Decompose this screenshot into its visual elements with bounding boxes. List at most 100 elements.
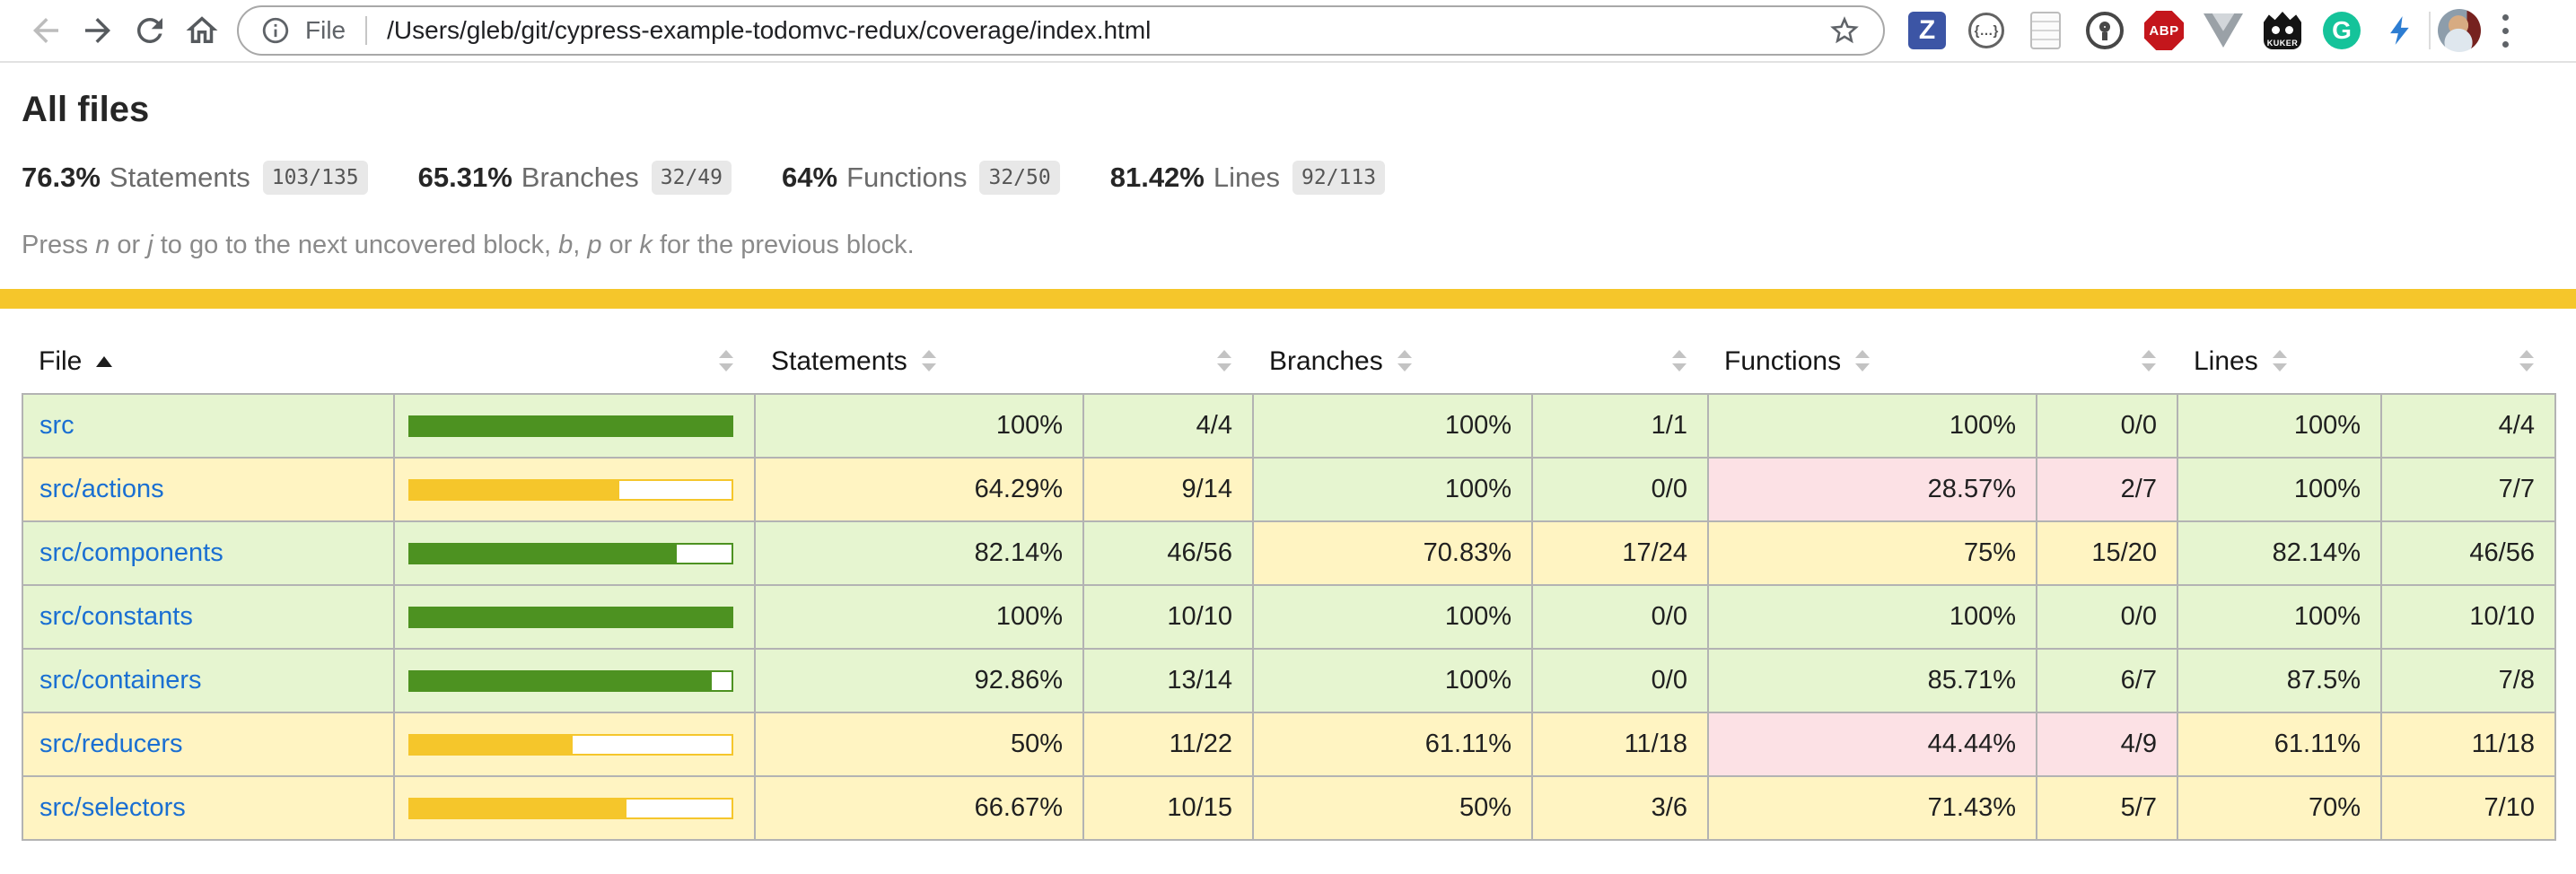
- column-header-file[interactable]: File: [22, 337, 394, 394]
- lines-raw-cell: 11/18: [2380, 712, 2556, 777]
- json-viewer-extension-icon[interactable]: {…}: [1966, 10, 2007, 51]
- statements-raw-cell: 9/14: [1082, 457, 1254, 522]
- functions-raw-cell: 4/9: [2036, 712, 2178, 777]
- coverage-bar: [408, 669, 733, 692]
- file-link[interactable]: src/containers: [39, 666, 202, 695]
- lines-percent-cell: 100%: [2177, 393, 2382, 459]
- column-label: Branches: [1269, 346, 1383, 376]
- lines-percent-cell: 100%: [2177, 457, 2382, 522]
- notes-extension-icon[interactable]: [2025, 10, 2066, 51]
- zotero-extension-icon[interactable]: Z: [1906, 10, 1948, 51]
- sorter-icon[interactable]: [2519, 350, 2534, 371]
- coverage-bar: [408, 733, 733, 756]
- coverage-report-page: All files 76.3% Statements 103/135 65.31% Br…: [0, 63, 2576, 841]
- metric-percent: 65.31%: [417, 162, 513, 193]
- address-bar[interactable]: File /Users/gleb/git/cypress-example-tod…: [237, 5, 1885, 56]
- metric-label: Lines: [1213, 162, 1280, 193]
- profile-avatar[interactable]: [2438, 9, 2481, 52]
- file-link[interactable]: src/actions: [39, 475, 164, 503]
- info-icon[interactable]: [260, 15, 291, 46]
- column-header-lines-raw[interactable]: [2381, 337, 2555, 394]
- column-header-branches-raw[interactable]: [1532, 337, 1708, 394]
- coverage-bar-empty: [710, 669, 733, 692]
- sorter-icon[interactable]: [1855, 350, 1871, 371]
- metric-label: Statements: [109, 162, 250, 193]
- coverage-bar-empty: [617, 478, 733, 501]
- column-header-functions[interactable]: Functions: [1708, 337, 2037, 394]
- adblock-plus-extension-icon[interactable]: ABP: [2143, 10, 2185, 51]
- page-title: All files: [22, 90, 150, 129]
- sorter-icon[interactable]: [719, 350, 733, 371]
- onepassword-extension-icon[interactable]: [2084, 10, 2125, 51]
- file-link[interactable]: src: [39, 411, 74, 440]
- functions-raw-cell: 6/7: [2036, 648, 2178, 713]
- functions-percent-cell: 100%: [1707, 393, 2037, 459]
- column-header-statements-raw[interactable]: [1083, 337, 1253, 394]
- forward-icon[interactable]: [72, 4, 124, 57]
- branches-raw-cell: 17/24: [1531, 520, 1709, 586]
- functions-raw-cell: 15/20: [2036, 520, 2178, 586]
- metric-summary: 64% Functions 32/50: [782, 161, 1060, 195]
- hint-key: n: [95, 231, 110, 259]
- metric-percent: 81.42%: [1109, 162, 1205, 193]
- sorter-icon[interactable]: [2142, 350, 2156, 371]
- sorter-icon[interactable]: [1397, 350, 1412, 371]
- functions-percent-cell: 75%: [1707, 520, 2037, 586]
- grammarly-letter: G: [2323, 12, 2361, 49]
- table-row: src/reducers 50% 11/22 61.11% 11/18 44.44% 4/9…: [22, 712, 2556, 777]
- menu-dot: [2502, 40, 2509, 48]
- file-link[interactable]: src/components: [39, 538, 223, 567]
- branches-percent-cell: 100%: [1252, 457, 1533, 522]
- file-cell: src/containers: [22, 648, 395, 713]
- sorter-icon[interactable]: [2272, 350, 2287, 371]
- lines-percent-cell: 61.11%: [2177, 712, 2382, 777]
- hint-key: k: [639, 231, 653, 259]
- lightning-extension-icon[interactable]: [2380, 10, 2422, 51]
- coverage-bar-empty: [571, 733, 733, 756]
- column-header-lines[interactable]: Lines: [2177, 337, 2381, 394]
- reload-icon[interactable]: [124, 4, 176, 57]
- file-link[interactable]: src/constants: [39, 602, 193, 631]
- functions-raw-cell: 2/7: [2036, 457, 2178, 522]
- file-cell: src/selectors: [22, 775, 395, 841]
- column-header-branches[interactable]: Branches: [1253, 337, 1532, 394]
- metric-fraction-badge: 92/113: [1292, 161, 1386, 195]
- bookmark-star-icon[interactable]: [1827, 13, 1862, 48]
- browser-menu-icon[interactable]: [2493, 13, 2518, 48]
- column-label: Statements: [771, 346, 907, 376]
- kuker-extension-icon[interactable]: KUKER: [2262, 10, 2303, 51]
- lines-percent-cell: 70%: [2177, 775, 2382, 841]
- sorter-icon[interactable]: [1672, 350, 1687, 371]
- column-header-functions-raw[interactable]: [2037, 337, 2177, 394]
- chart-cell: [393, 775, 756, 841]
- column-label: File: [39, 346, 83, 376]
- statements-percent-cell: 64.29%: [754, 457, 1084, 522]
- branches-raw-cell: 0/0: [1531, 457, 1709, 522]
- table-row: src/containers 92.86% 13/14 100% 0/0 85.71% 6/…: [22, 648, 2556, 713]
- column-header-chart[interactable]: [394, 337, 755, 394]
- metric-summary: 81.42% Lines 92/113: [1109, 161, 1386, 195]
- branches-raw-cell: 0/0: [1531, 648, 1709, 713]
- file-cell: src/constants: [22, 584, 395, 650]
- home-icon[interactable]: [176, 4, 228, 57]
- chart-cell: [393, 584, 756, 650]
- sorter-icon[interactable]: [1217, 350, 1231, 371]
- vue-devtools-extension-icon[interactable]: [2203, 10, 2244, 51]
- menu-dot: [2502, 13, 2509, 21]
- file-link[interactable]: src/reducers: [39, 730, 183, 758]
- coverage-table-body: src 100% 4/4 100% 1/1 100% 0/0 100% 4/4 src/actio…: [22, 393, 2556, 841]
- file-link[interactable]: src/selectors: [39, 793, 186, 822]
- column-header-statements[interactable]: Statements: [755, 337, 1083, 394]
- keyhole-icon: [2086, 12, 2124, 49]
- metric-summary: 65.31% Branches 32/49: [418, 161, 732, 195]
- table-row: src/actions 64.29% 9/14 100% 0/0 28.57% 2/7 100…: [22, 457, 2556, 522]
- sorter-icon[interactable]: [921, 350, 936, 371]
- statements-raw-cell: 4/4: [1082, 393, 1254, 459]
- url-text: /Users/gleb/git/cypress-example-todomvc-…: [387, 16, 1152, 44]
- grammarly-extension-icon[interactable]: G: [2321, 10, 2362, 51]
- branches-raw-cell: 0/0: [1531, 584, 1709, 650]
- back-icon[interactable]: [20, 4, 72, 57]
- keyhole-stem: [2102, 31, 2107, 40]
- coverage-bar-fill: [408, 733, 571, 756]
- lines-raw-cell: 10/10: [2380, 584, 2556, 650]
